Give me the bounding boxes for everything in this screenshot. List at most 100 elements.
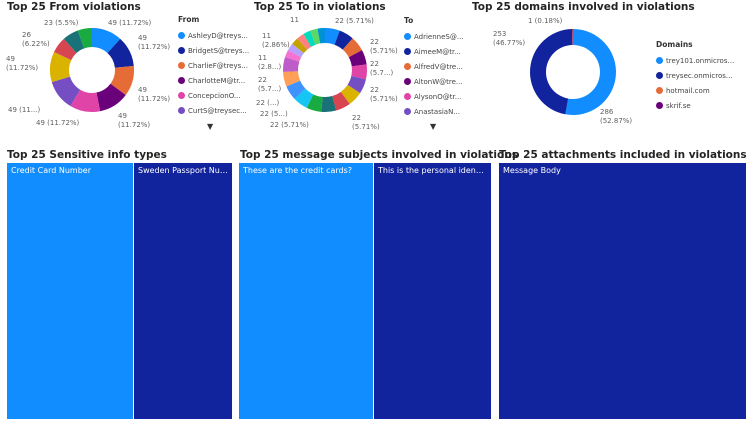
- legend-dot-icon: [404, 33, 411, 40]
- from-donut-chart: [50, 28, 134, 113]
- legend-label: BridgetS@treys...: [188, 46, 250, 55]
- donut-slice[interactable]: [63, 30, 85, 53]
- legend-item[interactable]: AlysonO@tr...: [404, 89, 464, 104]
- legend-dot-icon: [178, 62, 185, 69]
- to-donut-chart: [283, 28, 368, 113]
- caret-down-icon[interactable]: ▼: [207, 122, 214, 131]
- legend-label: hotmail.com: [666, 86, 710, 95]
- data-label: 49 (11.72%): [36, 119, 80, 127]
- legend-item[interactable]: AltonW@tre...: [404, 74, 464, 89]
- treemap-tile[interactable]: This is the personal identity nu...: [374, 163, 492, 419]
- donut-slice[interactable]: [107, 38, 134, 68]
- donut-slice[interactable]: [292, 38, 308, 54]
- donut-slice[interactable]: [50, 51, 72, 83]
- donut-slice[interactable]: [110, 65, 134, 96]
- donut-slice[interactable]: [347, 76, 366, 94]
- donut-slice[interactable]: [288, 43, 304, 58]
- data-label: 1 (0.18%): [528, 17, 563, 25]
- donut-slice[interactable]: [306, 94, 323, 112]
- treemap-tile[interactable]: Sweden Passport Number: [134, 163, 233, 419]
- legend-item[interactable]: trey101.onmicros...: [656, 53, 734, 68]
- data-label: 253 (46.77%): [493, 30, 526, 47]
- legend-item[interactable]: AdrienneS@...: [404, 29, 464, 44]
- sensitive-info-title: Top 25 Sensitive info types: [7, 149, 167, 161]
- legend-item[interactable]: hotmail.com: [656, 83, 734, 98]
- from-legend: From AshleyD@treys... BridgetS@treys... Cha…: [178, 15, 249, 118]
- legend-item[interactable]: BridgetS@treys...: [178, 43, 249, 58]
- donut-slice[interactable]: [51, 76, 81, 106]
- donut-slice[interactable]: [285, 50, 302, 62]
- legend-item[interactable]: AnastasiaN...: [404, 104, 464, 119]
- donut-slice[interactable]: [332, 91, 350, 111]
- legend-dot-icon: [656, 87, 663, 94]
- treemap-tile[interactable]: These are the credit cards?: [239, 163, 374, 419]
- donut-slice[interactable]: [96, 83, 126, 112]
- legend-item[interactable]: AimeeM@tr...: [404, 44, 464, 59]
- donut-slice[interactable]: [92, 28, 121, 53]
- donut-slice[interactable]: [297, 33, 312, 50]
- legend-title: To: [404, 16, 414, 25]
- donut-slice[interactable]: [351, 64, 368, 80]
- donut-slice[interactable]: [54, 38, 77, 61]
- legend-label: AdrienneS@...: [414, 32, 464, 41]
- data-label: 22 (...): [256, 99, 280, 107]
- legend-dot-icon: [404, 48, 411, 55]
- legend-item[interactable]: treysec.onmicros...: [656, 68, 734, 83]
- legend-label: trey101.onmicros...: [666, 56, 735, 65]
- data-label: 22 (5.71%): [352, 114, 380, 131]
- donut-slice[interactable]: [565, 28, 617, 116]
- legend-dot-icon: [656, 57, 663, 64]
- data-label: 23 (5.5%): [44, 19, 79, 27]
- donut-slice[interactable]: [321, 96, 337, 113]
- donut-slice[interactable]: [70, 89, 101, 113]
- data-label: 49 (11.72%): [108, 19, 152, 27]
- donut-slice[interactable]: [283, 71, 301, 87]
- donut-slice[interactable]: [283, 57, 300, 72]
- caret-down-icon[interactable]: ▼: [430, 122, 437, 131]
- data-label: 22 (5.71%): [335, 17, 374, 25]
- donut-slice[interactable]: [572, 29, 573, 46]
- from-chart-title: Top 25 From violations: [7, 1, 141, 13]
- legend-label: treysec.onmicros...: [666, 71, 733, 80]
- domains-donut-chart: [530, 28, 617, 116]
- legend-label: AlfredV@tre...: [414, 62, 463, 71]
- donut-slice[interactable]: [530, 29, 573, 115]
- donut-slice[interactable]: [303, 30, 316, 47]
- legend-item[interactable]: CharlieF@treys...: [178, 58, 249, 73]
- data-label: 286 (52.87%): [600, 108, 633, 125]
- donut-slice[interactable]: [340, 84, 361, 104]
- legend-dot-icon: [178, 107, 185, 114]
- legend-item[interactable]: ConcepcionO...: [178, 88, 249, 103]
- data-label: 49 (11.72%): [138, 34, 171, 51]
- data-label: 22 (5.7...): [370, 60, 394, 77]
- data-label: 22 (5...): [260, 110, 288, 118]
- donut-slice[interactable]: [310, 28, 321, 45]
- legend-label: AnastasiaN...: [414, 107, 460, 116]
- legend-label: AshleyD@treys...: [188, 31, 248, 40]
- legend-item[interactable]: skrif.se: [656, 98, 734, 113]
- legend-dot-icon: [404, 108, 411, 115]
- legend-item[interactable]: AlfredV@tre...: [404, 59, 464, 74]
- donut-slice[interactable]: [348, 50, 367, 67]
- legend-item[interactable]: CurtS@treysec...: [178, 103, 249, 118]
- donut-slice[interactable]: [342, 38, 362, 58]
- legend-dot-icon: [178, 92, 185, 99]
- legend-dot-icon: [178, 77, 185, 84]
- legend-title: From: [178, 15, 200, 24]
- data-label: 22 (5.7...): [258, 76, 282, 93]
- legend-label: ConcepcionO...: [188, 91, 241, 100]
- data-label: 49 (11...): [8, 106, 41, 114]
- legend-dot-icon: [178, 47, 185, 54]
- treemap-tile[interactable]: Credit Card Number: [7, 163, 134, 419]
- donut-slice[interactable]: [317, 28, 325, 44]
- legend-item[interactable]: AshleyD@treys...: [178, 28, 249, 43]
- donut-slice[interactable]: [294, 88, 314, 108]
- legend-label: skrif.se: [666, 101, 691, 110]
- treemap-tile[interactable]: Message Body: [499, 163, 747, 419]
- donut-slice[interactable]: [286, 80, 306, 100]
- donut-slice[interactable]: [77, 28, 92, 49]
- legend-item[interactable]: CharlotteM@tr...: [178, 73, 249, 88]
- donut-slice[interactable]: [334, 30, 353, 50]
- donut-slice[interactable]: [325, 28, 340, 45]
- to-chart-title: Top 25 To in violations: [254, 1, 386, 13]
